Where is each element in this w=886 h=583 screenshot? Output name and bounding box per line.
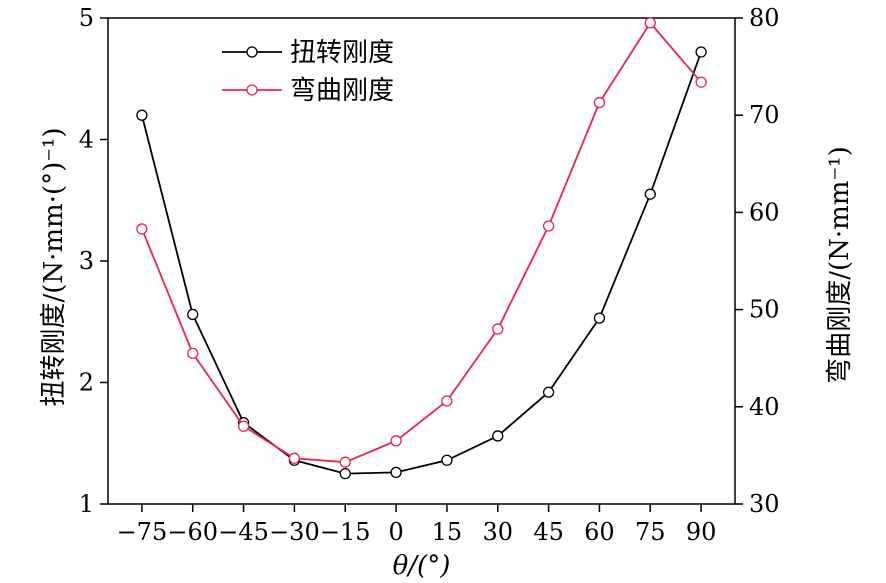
x-tick-label: −75 (117, 518, 168, 546)
x-tick-label: 0 (388, 518, 403, 546)
data-point-bending (441, 395, 453, 407)
data-point-bending (644, 17, 656, 29)
data-point-torsion (136, 109, 148, 121)
data-point-torsion (644, 188, 656, 200)
data-point-torsion (695, 46, 707, 58)
data-point-bending (390, 435, 402, 447)
x-tick-label: −45 (218, 518, 269, 546)
x-tick-label: 90 (686, 518, 717, 546)
y-right-tick-label: 70 (749, 101, 780, 129)
legend: 扭转刚度 弯曲刚度 (222, 38, 394, 106)
y-left-tick-label: 2 (79, 369, 94, 397)
legend-marker-torsion (246, 46, 258, 58)
x-tick-label: 15 (432, 518, 463, 546)
y-axis-label-right: 弯曲刚度/(N·mm⁻¹) (825, 146, 855, 384)
data-point-bending (542, 220, 555, 232)
data-point-bending (136, 223, 148, 235)
x-axis-label: θ/(°) (393, 551, 451, 581)
x-tick-label: 60 (584, 518, 615, 546)
x-tick-label: −30 (269, 518, 320, 546)
plot-frame (107, 17, 736, 505)
series-line-bending (141, 21, 702, 464)
legend-label-bending: 弯曲刚度 (290, 76, 394, 106)
ticks: −75 −60 −45 −30 −15 0 15 30 45 60 75 90123453040506… (79, 4, 780, 546)
data-point-torsion (390, 466, 402, 479)
x-tick-label: −60 (167, 518, 218, 546)
legend-marker-bending (246, 84, 258, 96)
data-point-bending (339, 456, 351, 468)
y-axis-label-left: 扭转刚度/(N·mm·(°)⁻¹) (39, 127, 69, 406)
data-point-bending (237, 420, 250, 432)
axes (107, 17, 736, 505)
y-right-tick-label: 30 (749, 490, 780, 518)
y-right-tick-label: 40 (749, 393, 780, 421)
y-right-tick-label: 60 (749, 198, 780, 226)
data-point-torsion (492, 430, 504, 442)
data-point-torsion (542, 386, 555, 398)
data-point-bending (187, 347, 199, 359)
series-layer (136, 17, 707, 480)
legend-label-torsion: 扭转刚度 (290, 38, 394, 68)
y-right-tick-label: 80 (749, 4, 780, 32)
x-tick-label: 45 (533, 518, 564, 546)
data-point-bending (492, 323, 504, 335)
data-point-torsion (187, 308, 199, 321)
data-point-torsion (441, 454, 453, 466)
data-point-torsion (339, 467, 351, 480)
y-left-tick-label: 4 (79, 126, 94, 154)
series-line-torsion (141, 51, 702, 475)
x-tick-label: 75 (635, 518, 666, 546)
data-point-bending (695, 76, 707, 88)
x-tick-label: −15 (320, 518, 371, 546)
y-right-tick-label: 50 (749, 296, 780, 324)
y-left-tick-label: 3 (79, 247, 94, 275)
y-left-tick-label: 5 (79, 4, 94, 32)
data-point-bending (288, 452, 301, 464)
x-tick-label: 30 (482, 518, 513, 546)
data-point-torsion (593, 312, 606, 324)
y-left-tick-label: 1 (79, 490, 94, 518)
data-point-bending (593, 96, 606, 109)
